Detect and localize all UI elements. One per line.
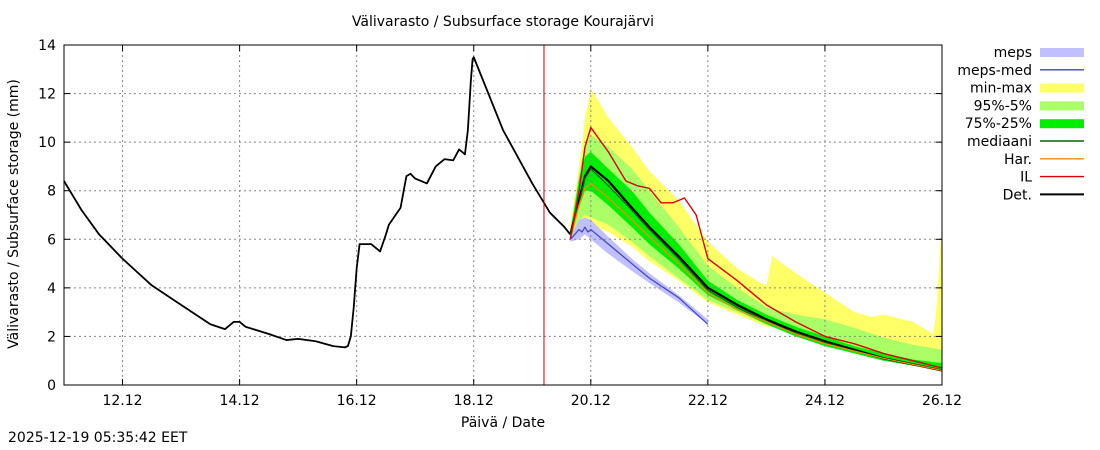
y-tick-label: 12 [38,87,56,103]
legend-swatch [1040,119,1084,129]
band-95-5- [570,134,942,368]
series-det-observed [63,56,572,349]
y-tick-label: 6 [47,232,56,248]
legend-swatch [1040,83,1084,93]
band-layer [570,88,942,371]
x-tick-label: 12.12 [102,393,142,409]
x-tick-label: 18.12 [454,393,494,409]
series-il [569,126,943,369]
legend-label: min-max [970,81,1032,97]
legend-swatch [1040,48,1084,57]
timestamp: 2025-12-19 05:35:42 EET [8,430,188,446]
x-tick-label: 26.12 [922,393,962,409]
series-layer [63,56,943,372]
y-tick-label: 0 [47,378,56,394]
y-tick-label: 10 [38,135,56,151]
legend-label: meps-med [957,63,1032,79]
x-tick-label: 16.12 [337,393,377,409]
band-meps [570,217,708,325]
legend-label: 95%-5% [974,98,1032,114]
x-tick-label: 14.12 [220,393,260,409]
y-tick-label: 2 [47,329,56,345]
legend-label: 75%-25% [965,116,1032,132]
grid-layer [64,45,942,385]
legend-label: IL [1020,170,1032,186]
tick-layer: 0 2 4 6 8 10 12 14 12.12 14.12 16.12 18.12 20.12 22.1… [38,38,962,409]
band-75-25- [570,151,942,371]
series-har [569,182,943,372]
legend-label: meps [994,45,1032,61]
y-tick-label: 14 [38,38,56,54]
y-axis-label: Välivarasto / Subsurface storage (mm) [6,79,22,349]
x-tick-label: 24.12 [805,393,845,409]
legend-label: mediaani [967,134,1032,150]
legend-swatch [1040,101,1084,111]
y-tick-label: 8 [47,184,56,200]
series-det-forecast [569,165,943,372]
legend-label: Det. [1003,187,1032,203]
x-tick-label: 22.12 [688,393,728,409]
legend-label: Har. [1004,152,1032,168]
plot-frame [63,44,943,386]
x-tick-label: 20.12 [571,393,611,409]
series-meps-med [569,226,709,325]
x-axis-label: Päivä / Date [461,415,545,431]
y-tick-label: 4 [47,281,56,297]
chart-title: Välivarasto / Subsurface storage Kourajä… [352,14,654,30]
